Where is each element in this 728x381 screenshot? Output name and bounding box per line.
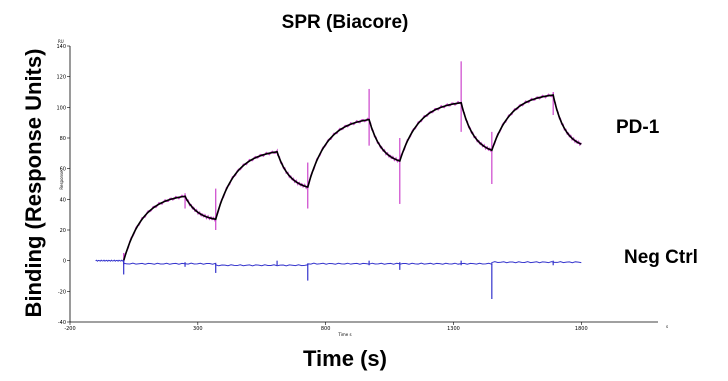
x-tick-label: 1800 bbox=[575, 326, 588, 332]
y-tick-label: 140 bbox=[56, 44, 66, 50]
y-tick-label: -20 bbox=[58, 289, 66, 295]
inner-x-label: Time s bbox=[337, 332, 351, 337]
y-tick-label: 80 bbox=[60, 136, 66, 142]
x-tick-label: 1300 bbox=[447, 326, 460, 332]
y-ticks: -40 -20 0 20 40 60 80 100 120 140 bbox=[56, 44, 70, 326]
pd1-sensorgram-line bbox=[123, 92, 582, 261]
y-axis-title: Binding (Response Units) bbox=[21, 49, 46, 318]
y-tick-label: 0 bbox=[63, 259, 66, 265]
chart-title: SPR (Biacore) bbox=[282, 12, 409, 33]
y-tick-label: 120 bbox=[56, 75, 66, 81]
x-axis-title: Time (s) bbox=[303, 346, 387, 371]
y-tick-label: 100 bbox=[56, 105, 66, 111]
inner-y-label: Response bbox=[59, 170, 64, 190]
series-layer bbox=[95, 61, 582, 299]
pd1-series-label: PD-1 bbox=[616, 117, 660, 138]
pd1-fit-line bbox=[122, 94, 582, 261]
y-tick-label: -40 bbox=[58, 320, 66, 326]
x-tick-label: -200 bbox=[64, 326, 75, 332]
y-unit-label: RU bbox=[58, 39, 64, 44]
x-unit-label: s bbox=[666, 324, 668, 329]
neg-ctrl-series-label: Neg Ctrl bbox=[624, 247, 698, 268]
series-labels: PD-1 Neg Ctrl bbox=[616, 117, 698, 268]
x-tick-label: 800 bbox=[321, 326, 331, 332]
x-ticks: -200 300 800 1300 1800 bbox=[64, 322, 588, 332]
y-tick-label: 20 bbox=[60, 228, 66, 234]
neg-ctrl-line bbox=[95, 259, 582, 267]
x-tick-label: 300 bbox=[193, 326, 203, 332]
y-tick-label: 60 bbox=[60, 167, 66, 173]
y-tick-label: 40 bbox=[60, 197, 66, 203]
